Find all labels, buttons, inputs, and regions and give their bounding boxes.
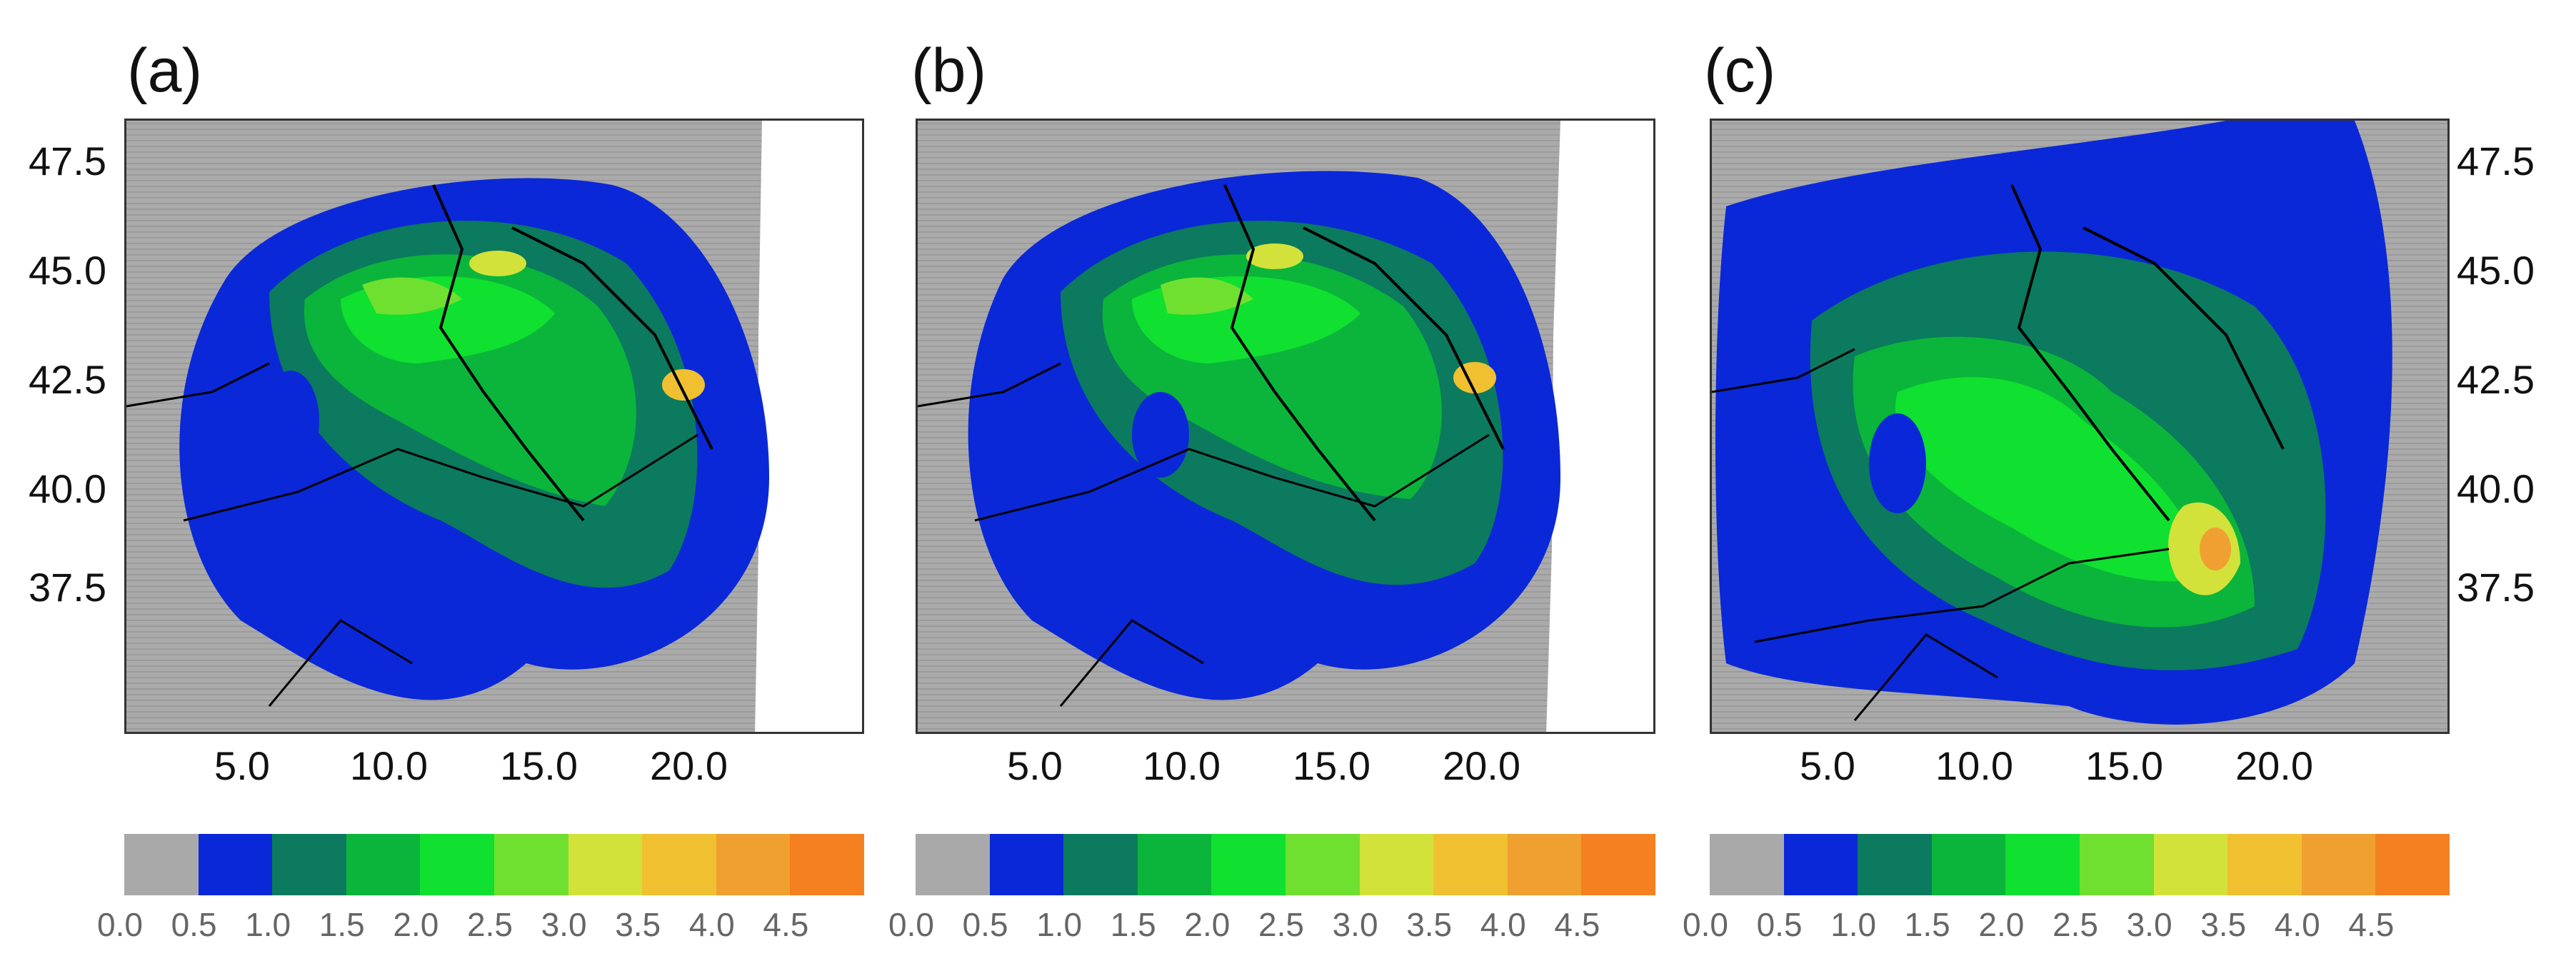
- colorbar-tick-label: 3.5: [2200, 906, 2247, 943]
- colorbar-segment: [2227, 834, 2302, 895]
- panel-label-b: (b): [911, 36, 987, 105]
- colorbar-tick-label: 2.0: [1184, 906, 1231, 943]
- colorbar-segment: [642, 834, 716, 895]
- precipitation-map-b: [918, 121, 1653, 732]
- colorbar-tick-label: 1.0: [1830, 906, 1877, 943]
- lon-tick-b-20: 20.0: [1443, 743, 1520, 788]
- colorbar-segment: [272, 834, 346, 895]
- colorbar-tick-label: 4.5: [1554, 906, 1600, 943]
- colorbar-tick-label: 3.5: [615, 906, 661, 943]
- precipitation-map-a: [126, 121, 862, 732]
- colorbar-segment: [346, 834, 421, 895]
- colorbar-tick-label: 2.0: [1978, 906, 2025, 943]
- lat-tick-left-47-5: 47.5: [29, 139, 106, 183]
- colorbar-segment: [1359, 834, 1434, 895]
- colorbar-segment: [790, 834, 864, 895]
- colorbar-tick-label: 3.5: [1406, 906, 1453, 943]
- colorbar-c: [1710, 834, 2450, 895]
- colorbar-segment: [989, 834, 1064, 895]
- colorbar-tick-label: 0.5: [171, 906, 217, 943]
- colorbar-segment: [1858, 834, 1932, 895]
- colorbar-tick-label: 3.0: [2126, 906, 2172, 943]
- colorbar-segment: [124, 834, 199, 895]
- colorbar-segment: [420, 834, 494, 895]
- colorbar-tick-label: 4.0: [2274, 906, 2320, 943]
- lat-tick-right-47-5: 47.5: [2457, 139, 2535, 183]
- colorbar-tick-label: 2.5: [1258, 906, 1304, 943]
- colorbar-tick-label: 3.0: [1332, 906, 1378, 943]
- colorbar-tick-label: 1.0: [1036, 906, 1083, 943]
- colorbar-segment: [1433, 834, 1508, 895]
- lat-tick-right-45-0: 45.0: [2457, 248, 2535, 293]
- lat-tick-left-45-0: 45.0: [29, 248, 106, 293]
- colorbar-b: [916, 834, 1655, 895]
- colorbar-segment: [1285, 834, 1360, 895]
- map-panel-c: [1710, 119, 2450, 734]
- lon-tick-c-5: 5.0: [1800, 743, 1855, 788]
- colorbar-tick-label: 1.0: [245, 906, 291, 943]
- lon-tick-c-20: 20.0: [2235, 743, 2313, 788]
- colorbar-tick-label: 4.5: [763, 906, 809, 943]
- colorbar-tick-label: 4.0: [688, 906, 735, 943]
- colorbar-tick-label: 3.0: [541, 906, 587, 943]
- lon-tick-a-20: 20.0: [650, 743, 728, 788]
- colorbar-segment: [1710, 834, 1784, 895]
- panel-label-a: (a): [127, 36, 203, 105]
- lon-tick-c-15: 15.0: [2085, 743, 2163, 788]
- colorbar-segment: [2301, 834, 2376, 895]
- colorbar-segment: [2005, 834, 2080, 895]
- colorbar-tick-label: 2.5: [467, 906, 513, 943]
- colorbar-segment: [1063, 834, 1138, 895]
- colorbar-segment: [493, 834, 568, 895]
- colorbar-segment: [2079, 834, 2154, 895]
- colorbar-segment: [916, 834, 990, 895]
- lat-tick-right-37-5: 37.5: [2457, 565, 2535, 610]
- precipitation-map-c: [1712, 121, 2447, 732]
- colorbar-tick-label: 0.0: [888, 906, 934, 943]
- map-panel-b: [916, 119, 1655, 734]
- colorbar-segment: [198, 834, 273, 895]
- colorbar-segment: [568, 834, 643, 895]
- colorbar-tick-label: 0.0: [97, 906, 143, 943]
- colorbar-segment: [716, 834, 791, 895]
- colorbar-segment: [1931, 834, 2006, 895]
- colorbar-segment: [2153, 834, 2228, 895]
- lat-tick-left-42-5: 42.5: [29, 357, 106, 402]
- panel-label-c: (c): [1704, 36, 1776, 105]
- colorbar-segment: [1211, 834, 1286, 895]
- map-panel-a: [124, 119, 864, 734]
- colorbar-tick-label: 2.5: [2053, 906, 2098, 943]
- lat-tick-right-40-0: 40.0: [2457, 466, 2535, 511]
- colorbar-tick-label: 1.5: [1904, 906, 1950, 943]
- colorbar-tick-label: 4.0: [1480, 906, 1526, 943]
- colorbar-segment: [1783, 834, 1858, 895]
- colorbar-a: [124, 834, 864, 895]
- colorbar-tick-label: 0.5: [962, 906, 1008, 943]
- lat-tick-right-42-5: 42.5: [2457, 357, 2535, 402]
- colorbar-segment: [2375, 834, 2450, 895]
- colorbar-tick-label: 0.5: [1756, 906, 1803, 943]
- colorbar-segment: [1507, 834, 1582, 895]
- lon-tick-c-10: 10.0: [1935, 743, 2013, 788]
- lon-tick-b-15: 15.0: [1293, 743, 1370, 788]
- colorbar-segment: [1137, 834, 1212, 895]
- lon-tick-a-10: 10.0: [350, 743, 428, 788]
- lat-tick-left-37-5: 37.5: [29, 565, 106, 610]
- colorbar-tick-label: 4.5: [2348, 906, 2395, 943]
- colorbar-tick-label: 2.0: [393, 906, 439, 943]
- lat-tick-left-40-0: 40.0: [29, 466, 106, 511]
- colorbar-tick-label: 1.5: [1110, 906, 1156, 943]
- lon-tick-a-15: 15.0: [500, 743, 578, 788]
- colorbar-segment: [1581, 834, 1655, 895]
- lon-tick-b-10: 10.0: [1143, 743, 1221, 788]
- lon-tick-a-5: 5.0: [214, 743, 270, 788]
- lon-tick-b-5: 5.0: [1007, 743, 1063, 788]
- colorbar-tick-label: 0.0: [1683, 906, 1728, 943]
- colorbar-tick-label: 1.5: [319, 906, 365, 943]
